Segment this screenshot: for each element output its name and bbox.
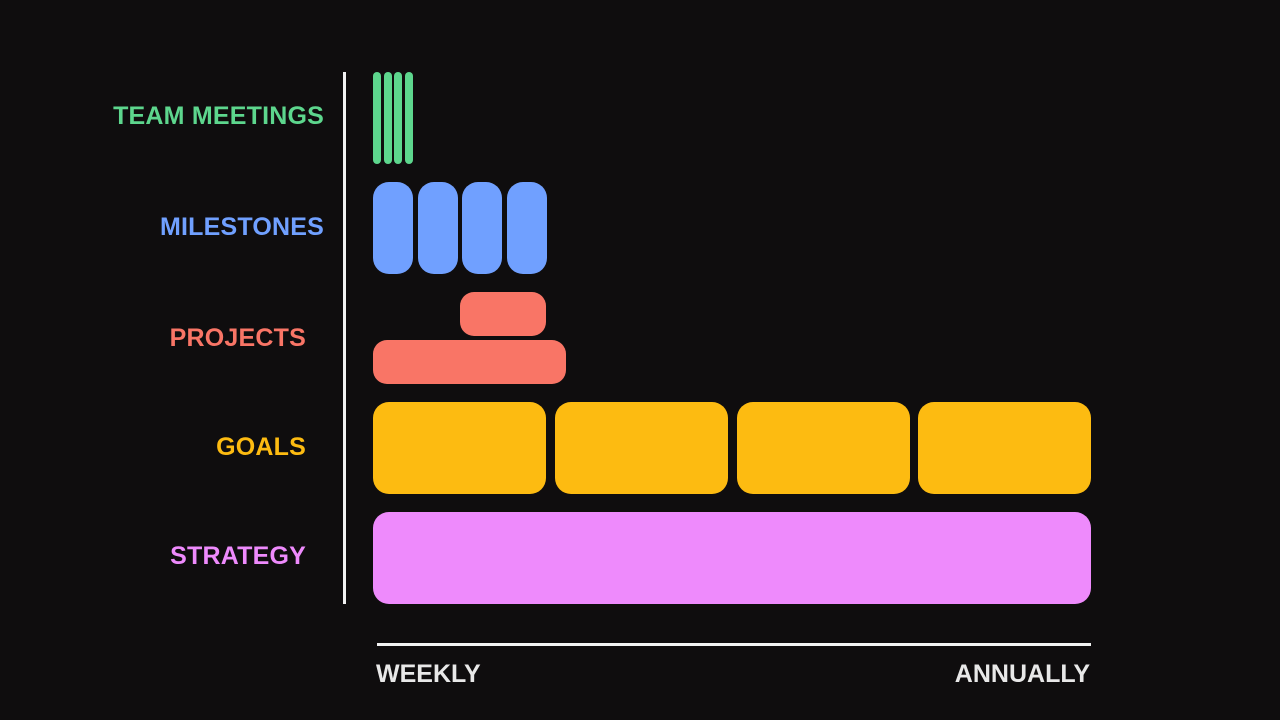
row-label-strategy: STRATEGY (170, 542, 306, 570)
timeline-axis-line (377, 643, 1091, 646)
goal-block (373, 402, 546, 494)
row-label-team-meetings: TEAM MEETINGS (113, 102, 324, 130)
team-meeting-block (383, 72, 392, 164)
strategy-block (373, 512, 1091, 604)
milestone-block (373, 182, 413, 274)
milestone-block (462, 182, 502, 274)
row-label-milestones: MILESTONES (159, 213, 324, 241)
vertical-axis-line (343, 72, 346, 604)
goal-block (918, 402, 1091, 494)
team-meeting-block (373, 72, 381, 164)
row-label-goals: GOALS (216, 433, 306, 461)
goal-block (737, 402, 910, 494)
axis-label-weekly: WEEKLY (376, 660, 481, 688)
team-meeting-block (404, 72, 413, 164)
project-block-short (460, 292, 546, 336)
team-meeting-block (394, 72, 402, 164)
project-block-long (373, 340, 566, 384)
row-label-projects: PROJECTS (169, 324, 306, 352)
axis-label-annually: ANNUALLY (954, 660, 1090, 688)
milestone-block (417, 182, 458, 274)
milestone-block (506, 182, 547, 274)
goal-block (555, 402, 728, 494)
